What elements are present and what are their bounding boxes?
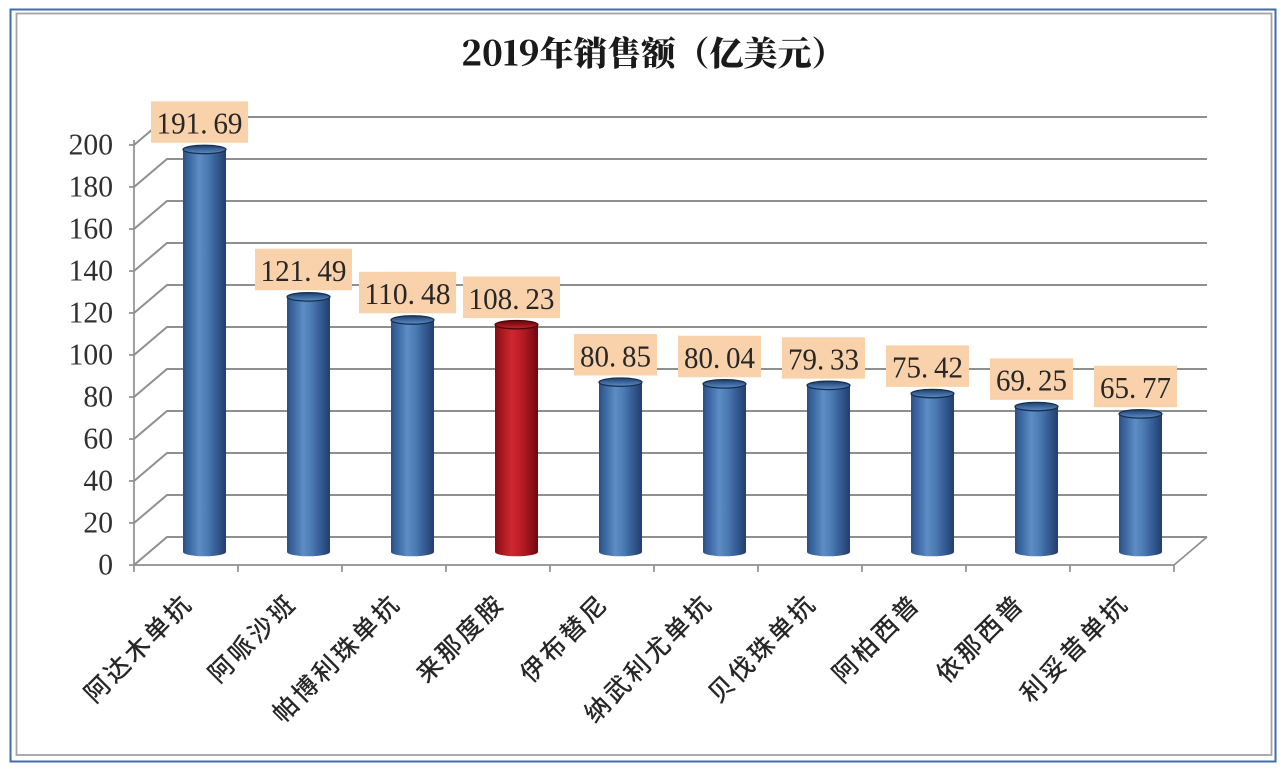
svg-text:100: 100 xyxy=(69,336,113,371)
svg-text:108. 23: 108. 23 xyxy=(469,281,555,316)
svg-text:191. 69: 191. 69 xyxy=(157,106,243,141)
svg-text:80. 04: 80. 04 xyxy=(684,340,755,375)
svg-text:180: 180 xyxy=(69,168,113,203)
svg-text:60: 60 xyxy=(83,420,113,455)
svg-text:160: 160 xyxy=(69,210,113,245)
svg-text:79. 33: 79. 33 xyxy=(788,342,859,377)
svg-text:80: 80 xyxy=(83,378,113,413)
svg-text:40: 40 xyxy=(83,462,113,497)
svg-text:110. 48: 110. 48 xyxy=(365,276,451,311)
svg-text:20: 20 xyxy=(83,504,113,539)
svg-text:65. 77: 65. 77 xyxy=(1100,370,1171,405)
svg-text:121. 49: 121. 49 xyxy=(261,253,347,288)
svg-text:0: 0 xyxy=(98,546,113,581)
svg-text:69. 25: 69. 25 xyxy=(996,363,1067,398)
svg-text:120: 120 xyxy=(69,294,113,329)
svg-text:75. 42: 75. 42 xyxy=(892,350,963,385)
svg-text:140: 140 xyxy=(69,252,113,287)
svg-text:80. 85: 80. 85 xyxy=(580,338,651,373)
svg-text:200: 200 xyxy=(69,126,113,161)
